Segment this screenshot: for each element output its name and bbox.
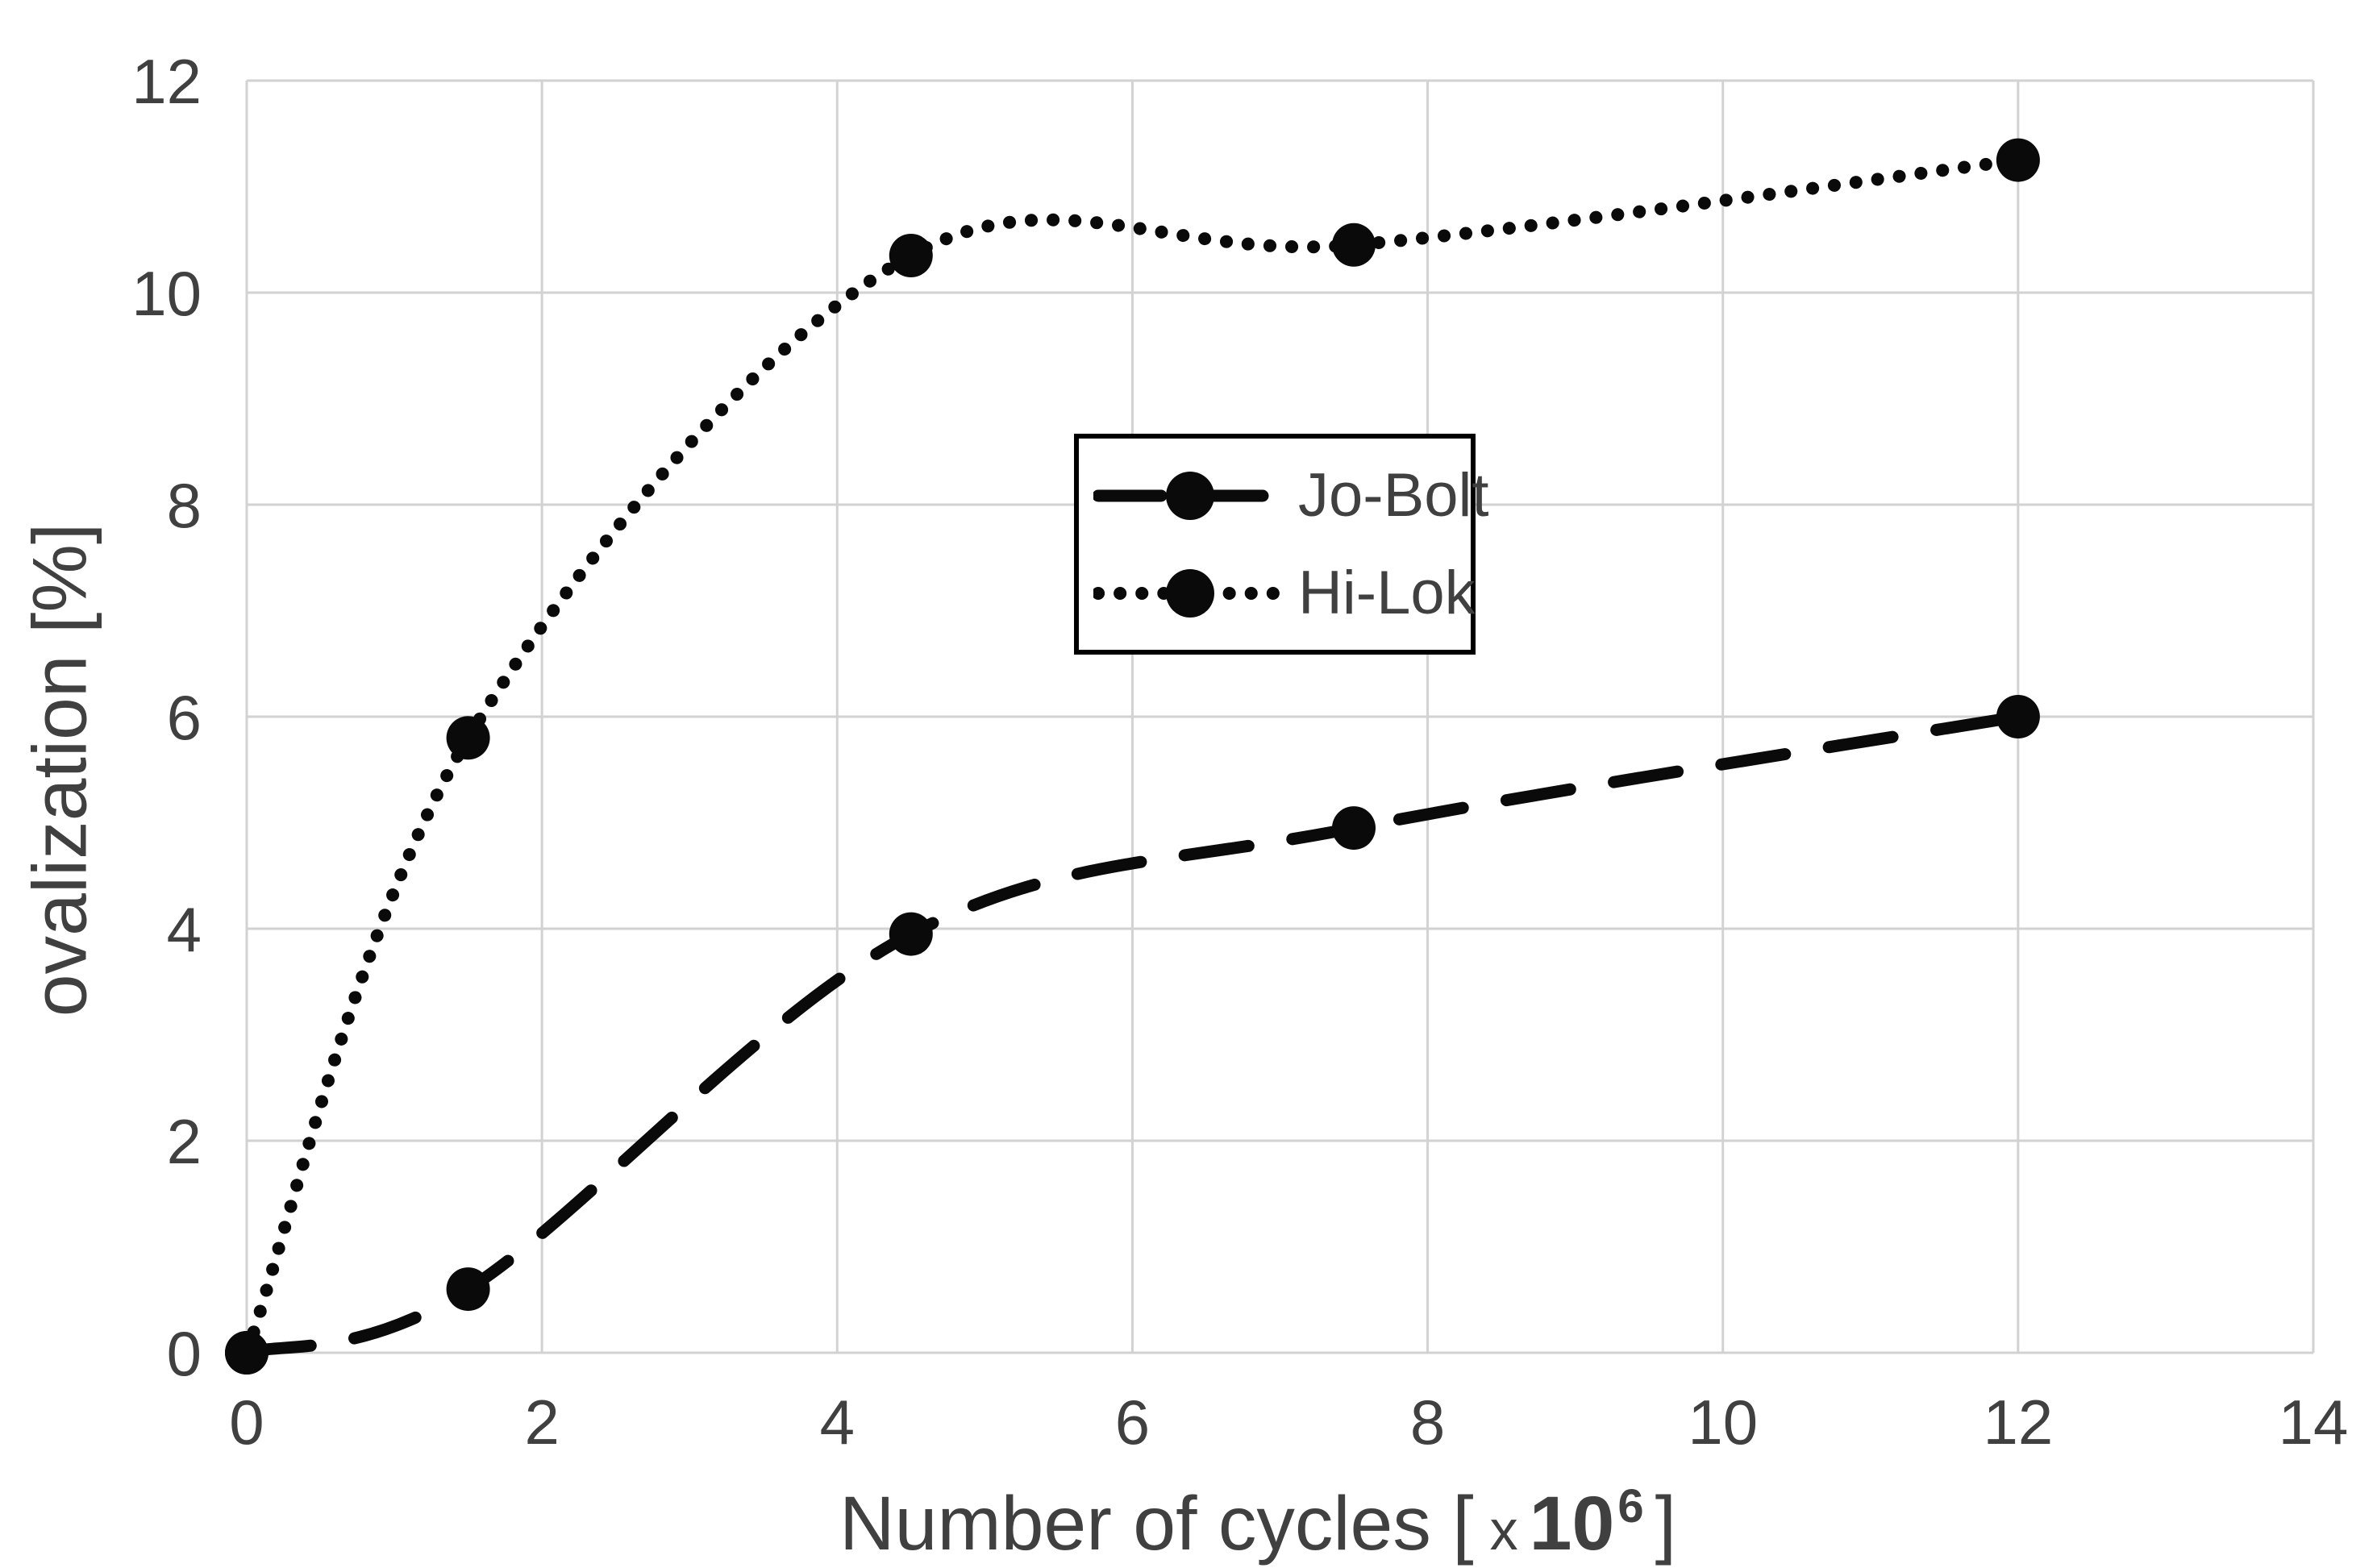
- x-tick-label-2: 2: [524, 1387, 559, 1458]
- legend-sample-dotted-line: [1093, 568, 1287, 618]
- legend-marker-icon: [1166, 568, 1214, 618]
- x-axis-multiplier: x: [1489, 1499, 1518, 1562]
- x-axis-base: 10: [1529, 1481, 1615, 1566]
- x-tick-label-10: 10: [1688, 1387, 1758, 1458]
- x-tick-label-12: 12: [1983, 1387, 2053, 1458]
- legend-item-jo-bolt: Jo-Bolt: [1093, 464, 1489, 526]
- x-axis-title: Number of cycles [x 106]: [839, 1483, 1676, 1562]
- y-tick-label-4: 4: [167, 894, 202, 965]
- data-point-hi-lok: [225, 1331, 269, 1375]
- data-point-jo-bolt: [1332, 806, 1376, 851]
- x-tick-label-4: 4: [820, 1387, 855, 1458]
- data-point-jo-bolt: [1996, 695, 2040, 738]
- legend: Jo-Bolt Hi-Lok: [1074, 434, 1489, 655]
- data-point-hi-lok: [1332, 223, 1376, 267]
- data-point-jo-bolt: [889, 912, 933, 956]
- data-point-hi-lok: [446, 716, 490, 760]
- data-point-hi-lok: [1996, 138, 2040, 182]
- y-axis-title: ovalization [%]: [17, 522, 103, 1017]
- data-point-hi-lok: [889, 234, 933, 277]
- series-line-jo-bolt: [240, 710, 2025, 1359]
- y-tick-label-12: 12: [131, 46, 202, 117]
- y-tick-label-8: 8: [167, 470, 202, 541]
- legend-label: Jo-Bolt: [1298, 460, 1489, 530]
- x-axis-title-close-bracket: ]: [1655, 1481, 1676, 1566]
- series-line-hi-lok: [240, 153, 2025, 1359]
- legend-label: Hi-Lok: [1298, 558, 1476, 627]
- x-tick-label-14: 14: [2279, 1387, 2349, 1458]
- legend-sample-dashed-line: [1093, 471, 1287, 520]
- x-tick-label-6: 6: [1115, 1387, 1150, 1458]
- y-tick-label-6: 6: [167, 682, 202, 753]
- y-tick-label-0: 0: [167, 1318, 202, 1389]
- data-point-jo-bolt: [446, 1267, 490, 1312]
- y-tick-label-2: 2: [167, 1106, 202, 1177]
- legend-marker-icon: [1166, 471, 1214, 520]
- legend-item-hi-lok: Hi-Lok: [1093, 562, 1476, 624]
- x-tick-label-8: 8: [1410, 1387, 1445, 1458]
- y-tick-label-10: 10: [131, 258, 202, 329]
- x-axis-exponent: 6: [1617, 1480, 1644, 1533]
- x-axis-title-text: Number of cycles [: [839, 1481, 1474, 1566]
- x-tick-label-0: 0: [229, 1387, 264, 1458]
